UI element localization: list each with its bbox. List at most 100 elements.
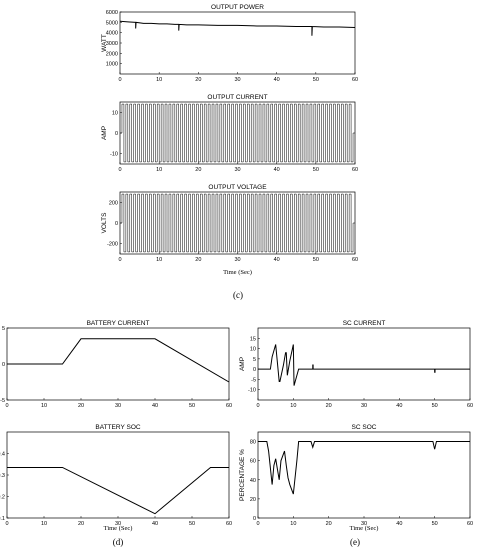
y-tick-label: 70.3 [0, 473, 5, 479]
x-tick-label: 40 [274, 257, 280, 263]
y-tick-label: 0 [253, 516, 256, 522]
y-tick-label: 5 [253, 357, 256, 363]
x-tick-label: 0 [5, 403, 8, 409]
y-tick-label: 200 [109, 200, 118, 206]
x-tick-label: 10 [156, 167, 162, 173]
series-line [119, 20, 356, 36]
x-tick-label: 30 [234, 167, 240, 173]
y-tick-label: 0 [115, 221, 118, 227]
y-tick-label: 2000 [106, 51, 118, 57]
chart-output_power: OUTPUT POWER WATT 0 10 20 30 40 50 60 1000 2000 300… [101, 4, 358, 83]
y-axis-label: AMP [239, 357, 246, 371]
y-tick-label: 70.4 [0, 452, 5, 458]
y-tick-label: 70.1 [0, 516, 5, 522]
x-tick-label: 10 [156, 77, 162, 83]
x-tick-label: 30 [115, 403, 121, 409]
x-tick-label: 50 [432, 521, 438, 527]
y-axis-label: AMP [101, 126, 108, 140]
y-axis-label: VOLTS [101, 212, 108, 233]
x-tick-label: 10 [41, 403, 47, 409]
chart-title: SC CURRENT [343, 320, 386, 327]
y-tick-label: 6000 [106, 10, 118, 16]
chart-title: OUTPUT VOLTAGE [208, 184, 267, 191]
y-tick-label: 1000 [106, 62, 118, 68]
x-tick-label: 20 [326, 403, 332, 409]
x-axis-label: Time (Sec) [223, 269, 252, 276]
y-tick-label: 4000 [106, 31, 118, 37]
series-line [258, 344, 470, 386]
chart-output_current: OUTPUT CURRENT AMP 0 10 20 30 40 50 60 -10 0 10 [101, 94, 358, 173]
y-tick-label: 40 [250, 478, 256, 484]
x-tick-label: 10 [290, 403, 296, 409]
series-line [7, 466, 229, 515]
x-tick-label: 30 [115, 521, 121, 527]
chart-title: SC SOC [352, 424, 377, 431]
y-tick-label: 0 [2, 362, 5, 368]
chart-output_voltage: OUTPUT VOLTAGE VOLTS Time (Sec) 0 10 20 30 40 50… [101, 184, 358, 276]
x-tick-label: 40 [274, 167, 280, 173]
panel-label-c: (c) [233, 290, 243, 300]
x-tick-label: 20 [195, 167, 201, 173]
x-tick-label: 0 [118, 167, 121, 173]
x-tick-label: 50 [313, 77, 319, 83]
chart-title: OUTPUT CURRENT [207, 94, 267, 101]
y-tick-label: 3000 [106, 41, 118, 47]
y-tick-label: -5 [251, 377, 256, 383]
y-tick-label: -10 [248, 388, 256, 394]
plot-frame [119, 11, 356, 75]
x-tick-label: 20 [78, 403, 84, 409]
x-tick-label: 10 [41, 521, 47, 527]
y-axis-label: WATT [101, 34, 108, 52]
y-tick-label: 20 [250, 497, 256, 503]
x-tick-label: 0 [118, 77, 121, 83]
x-tick-label: 50 [189, 521, 195, 527]
x-axis-label: Time (Sec) [350, 525, 379, 532]
y-tick-label: 60 [250, 459, 256, 465]
series-line [7, 338, 230, 383]
x-tick-label: 60 [226, 521, 232, 527]
y-axis-label: PERCENTAGE % [239, 449, 246, 501]
x-tick-label: 30 [361, 403, 367, 409]
x-tick-label: 50 [432, 403, 438, 409]
x-tick-label: 20 [195, 77, 201, 83]
y-tick-label: 80 [250, 440, 256, 446]
y-tick-label: 10 [112, 110, 118, 116]
panel-label-e: (e) [350, 537, 360, 547]
x-tick-label: 60 [467, 521, 473, 527]
x-tick-label: 20 [195, 257, 201, 263]
x-tick-label: 50 [313, 167, 319, 173]
x-tick-label: 10 [156, 257, 162, 263]
plot-frame [6, 431, 230, 519]
y-tick-label: -200 [107, 242, 118, 248]
x-tick-label: 40 [396, 521, 402, 527]
x-tick-label: 60 [226, 403, 232, 409]
y-tick-label: 15 [250, 336, 256, 342]
x-tick-label: 30 [234, 77, 240, 83]
x-tick-label: 0 [5, 521, 8, 527]
y-tick-label: 70.2 [0, 495, 5, 501]
x-tick-label: 60 [352, 257, 358, 263]
x-tick-label: 40 [152, 521, 158, 527]
x-tick-label: 40 [274, 77, 280, 83]
x-tick-label: 40 [152, 403, 158, 409]
x-tick-label: 50 [313, 257, 319, 263]
x-tick-label: 20 [326, 521, 332, 527]
chart-sc_soc: SC SOC PERCENTAGE % Time (Sec) 0 10 20 30 40 50 6… [239, 424, 473, 532]
plot-frame [257, 327, 471, 401]
x-tick-label: 0 [118, 257, 121, 263]
series-line [120, 193, 355, 253]
series-line [258, 441, 470, 495]
x-tick-label: 30 [234, 257, 240, 263]
x-tick-label: 50 [189, 403, 195, 409]
y-tick-label: 0 [115, 131, 118, 137]
x-tick-label: 30 [361, 521, 367, 527]
x-tick-label: 60 [352, 77, 358, 83]
plot-frame [257, 431, 471, 519]
series-line [120, 103, 355, 163]
x-tick-label: 40 [396, 403, 402, 409]
y-tick-label: 0 [253, 367, 256, 373]
x-tick-label: 0 [256, 403, 259, 409]
